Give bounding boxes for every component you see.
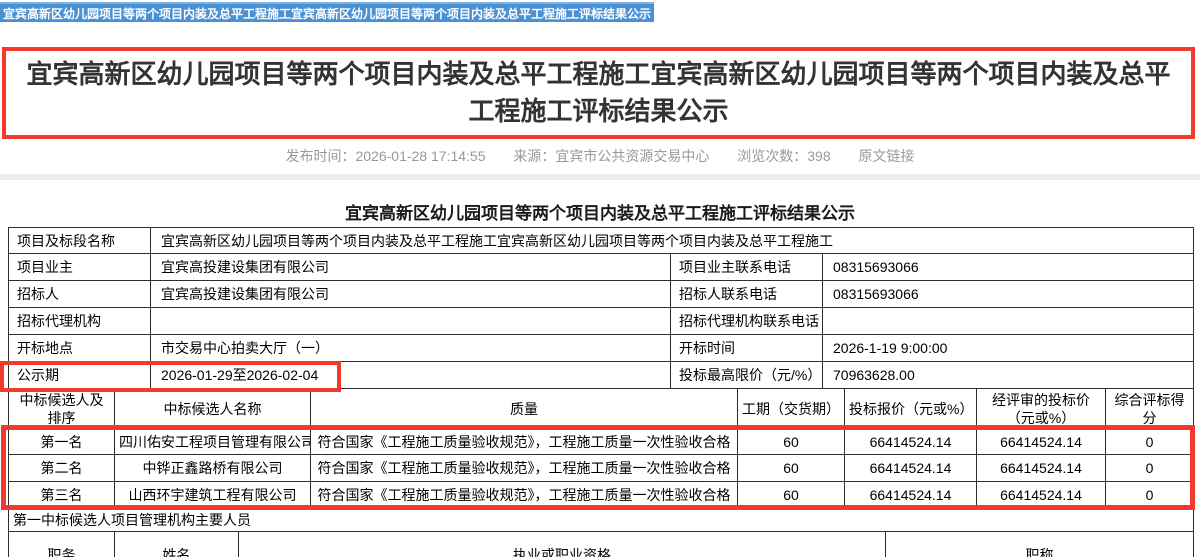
meta-line: 发布时间：2026-01-28 17:14:55 来源：宜宾市公共资源交易中心 …: [0, 146, 1200, 166]
bid-result-table: 项目及标段名称 宜宾高新区幼儿园项目等两个项目内装及总平工程施工宜宾高新区幼儿园…: [7, 227, 1195, 557]
view-count: 浏览次数：398: [737, 148, 830, 164]
detail-label: 项目业主: [8, 253, 151, 281]
detail-label: 公示期: [8, 361, 151, 389]
detail-value: 2026-1-19 9:00:00: [821, 334, 1195, 362]
detail-label: 招标人: [8, 280, 151, 308]
candidate-name: 四川佑安工程项目管理有限公司: [114, 428, 311, 455]
candidate-row-3: 第三名 山西环宇建筑工程有限公司 符合国家《工程施工质量验收规范》，工程施工质量…: [8, 481, 1195, 508]
table-row: 招标人 宜宾高投建设集团有限公司 招标人联系电话 08315693066: [8, 280, 1195, 308]
candidate-name: 中铧正鑫路桥有限公司: [114, 454, 311, 482]
publish-time-value: 2026-01-28 17:14:55: [355, 148, 486, 164]
col-header-duration: 工期（交货期）: [737, 388, 845, 429]
source-value: 宜宾市公共资源交易中心: [555, 148, 710, 164]
candidate-bid-price: 66414524.14: [844, 454, 977, 482]
candidate-score: 0: [1104, 481, 1195, 508]
col-header-professional-title: 职称: [884, 531, 1195, 557]
section-divider: [0, 174, 1200, 180]
candidate-quality: 符合国家《工程施工质量验收规范》，工程施工质量一次性验收合格: [310, 481, 738, 508]
view-count-value: 398: [807, 148, 831, 164]
source-label: 来源：: [513, 148, 556, 164]
detail-label: 开标时间: [670, 334, 823, 362]
candidate-duration: 60: [737, 481, 845, 508]
publish-time-label: 发布时间：: [285, 148, 356, 164]
detail-label: 项目及标段名称: [8, 227, 151, 254]
candidate-bid-price: 66414524.14: [844, 428, 977, 455]
page-title: 宜宾高新区幼儿园项目等两个项目内装及总平工程施工宜宾高新区幼儿园项目等两个项目内…: [26, 59, 1171, 126]
detail-value: [821, 307, 1195, 335]
title-annotation-red-box: 宜宾高新区幼儿园项目等两个项目内装及总平工程施工宜宾高新区幼儿园项目等两个项目内…: [2, 47, 1195, 139]
col-header-bid-price: 投标报价（元或%）: [844, 388, 977, 429]
col-header-position: 职务: [8, 531, 115, 557]
col-header-person-name: 姓名: [114, 531, 239, 557]
col-header-qualification: 执业或职业资格: [238, 531, 886, 557]
detail-value: 70963628.00: [821, 361, 1195, 389]
col-header-rank: 中标候选人及排序: [8, 388, 115, 429]
personnel-section-row: 第一中标候选人项目管理机构主要人员: [7, 507, 1195, 532]
detail-value: 宜宾高投建设集团有限公司: [150, 253, 671, 281]
col-header-score: 综合评标得分: [1104, 388, 1195, 429]
detail-value: 宜宾高投建设集团有限公司: [150, 280, 671, 308]
col-header-evaluated-price: 经评审的投标价（元或%）: [976, 388, 1106, 429]
candidate-bid-price: 66414524.14: [844, 481, 977, 508]
detail-label: 投标最高限价（元/%）: [670, 361, 823, 389]
candidate-row-1: 第一名 四川佑安工程项目管理有限公司 符合国家《工程施工质量验收规范》，工程施工…: [8, 428, 1195, 455]
candidate-duration: 60: [737, 428, 845, 455]
table-title: 宜宾高新区幼儿园项目等两个项目内装及总平工程施工评标结果公示: [345, 204, 855, 223]
candidate-name: 山西环宇建筑工程有限公司: [114, 481, 311, 508]
candidate-quality: 符合国家《工程施工质量验收规范》，工程施工质量一次性验收合格: [310, 428, 738, 455]
detail-label: 招标人联系电话: [670, 280, 823, 308]
table-row: 开标地点 市交易中心拍卖大厅（一） 开标时间 2026-1-19 9:00:00: [8, 334, 1195, 362]
col-header-name: 中标候选人名称: [114, 388, 311, 429]
detail-label: 开标地点: [8, 334, 151, 362]
table-row: 招标代理机构 招标代理机构联系电话: [8, 307, 1195, 335]
candidate-evaluated-price: 66414524.14: [976, 428, 1106, 455]
detail-value: 08315693066: [821, 280, 1195, 308]
detail-value: 市交易中心拍卖大厅（一）: [150, 334, 671, 362]
table-row: 项目业主 宜宾高投建设集团有限公司 项目业主联系电话 08315693066: [8, 253, 1195, 281]
candidate-rank: 第二名: [8, 454, 115, 482]
detail-label: 项目业主联系电话: [670, 253, 823, 281]
table-row: 项目及标段名称 宜宾高新区幼儿园项目等两个项目内装及总平工程施工宜宾高新区幼儿园…: [8, 227, 1195, 254]
detail-value: 08315693066: [821, 253, 1195, 281]
detail-value: 宜宾高新区幼儿园项目等两个项目内装及总平工程施工宜宾高新区幼儿园项目等两个项目内…: [149, 227, 1195, 254]
candidate-duration: 60: [737, 454, 845, 482]
candidate-evaluated-price: 66414524.14: [976, 454, 1106, 482]
personnel-header-row: 职务 姓名 执业或职业资格 职称: [8, 531, 1195, 557]
detail-value: [150, 307, 671, 335]
view-count-label: 浏览次数：: [737, 148, 808, 164]
candidate-rank: 第一名: [8, 428, 115, 455]
original-link[interactable]: 原文链接: [858, 148, 915, 164]
candidate-score: 0: [1104, 428, 1195, 455]
candidate-row-2: 第二名 中铧正鑫路桥有限公司 符合国家《工程施工质量验收规范》，工程施工质量一次…: [8, 454, 1195, 482]
candidate-evaluated-price: 66414524.14: [976, 481, 1106, 508]
detail-value: 2026-01-29至2026-02-04: [150, 361, 671, 389]
candidate-score: 0: [1104, 454, 1195, 482]
selected-page-title-text[interactable]: 宜宾高新区幼儿园项目等两个项目内装及总平工程施工宜宾高新区幼儿园项目等两个项目内…: [0, 2, 655, 22]
col-header-quality: 质量: [310, 388, 738, 429]
detail-label: 招标代理机构: [8, 307, 151, 335]
candidate-rank: 第三名: [8, 481, 115, 508]
source: 来源：宜宾市公共资源交易中心: [513, 148, 709, 164]
detail-label: 招标代理机构联系电话: [670, 307, 823, 335]
candidates-header-row: 中标候选人及排序 中标候选人名称 质量 工期（交货期） 投标报价（元或%） 经评…: [8, 388, 1195, 429]
publish-time: 发布时间：2026-01-28 17:14:55: [285, 148, 485, 164]
table-row-publicity-period: 公示期 2026-01-29至2026-02-04 投标最高限价（元/%） 70…: [8, 361, 1195, 389]
candidate-quality: 符合国家《工程施工质量验收规范》，工程施工质量一次性验收合格: [310, 454, 738, 482]
personnel-section-title: 第一中标候选人项目管理机构主要人员: [7, 507, 1195, 532]
